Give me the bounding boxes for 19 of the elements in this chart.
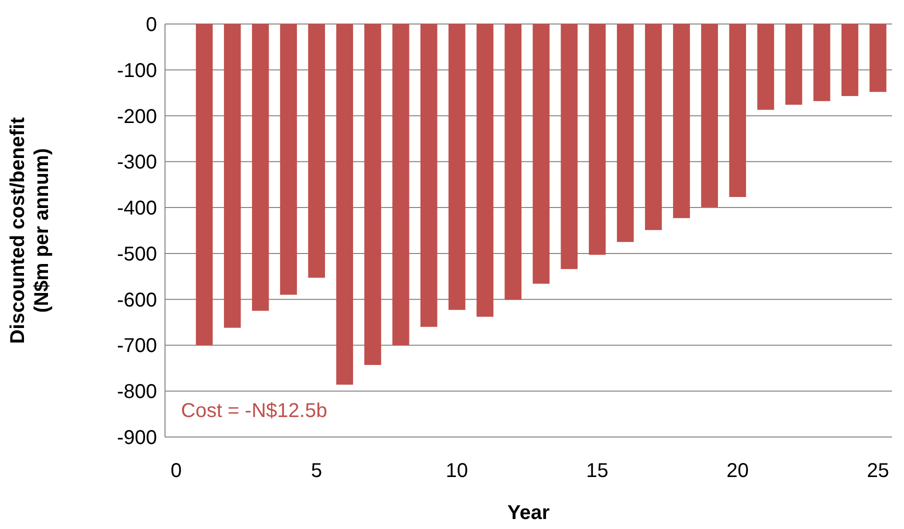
annotation: Cost = -N$12.5b <box>181 400 328 422</box>
x-tick-label: 15 <box>586 460 608 482</box>
y-tick-label: -400 <box>116 198 157 220</box>
x-tick-label: 0 <box>170 460 182 482</box>
y-tick-label: -300 <box>116 152 157 174</box>
y-tick-label: -800 <box>116 381 157 404</box>
y-tick-label: 0 <box>146 14 157 36</box>
y-tick-label: -900 <box>116 427 157 449</box>
x-tick-label: 10 <box>446 460 468 482</box>
y-axis-title: Discounted cost/benefit (N$m per annum) <box>7 116 53 344</box>
y-tick-label: -200 <box>116 106 157 128</box>
x-tick-label: 25 <box>866 460 890 482</box>
y-tick-label: -500 <box>116 243 157 266</box>
x-tick-label: 20 <box>726 460 749 482</box>
y-tick-label: -100 <box>116 60 157 82</box>
x-tick-label: 5 <box>311 460 322 482</box>
y-tick-label: -600 <box>116 289 157 312</box>
y-tick-label: -700 <box>116 335 157 358</box>
x-axis-title: Year <box>507 502 550 524</box>
